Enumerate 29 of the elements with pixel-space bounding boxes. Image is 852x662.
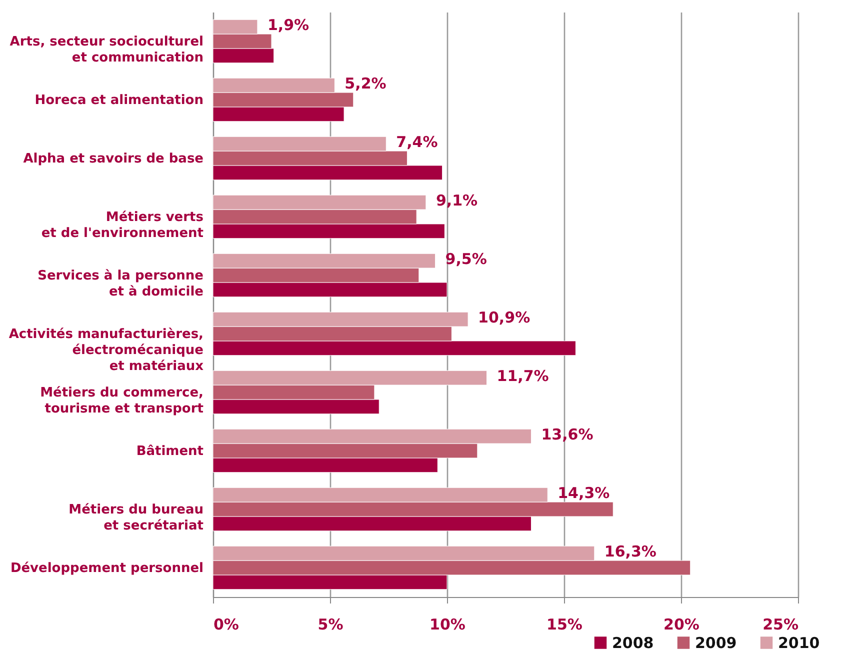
legend-label: 2008 — [612, 634, 654, 652]
x-tick-label: 0% — [214, 616, 239, 634]
x-tick-label: 20% — [664, 616, 700, 634]
data-label: 13,6% — [541, 425, 594, 444]
data-label: 7,4% — [396, 132, 438, 151]
data-label: 11,7% — [496, 366, 549, 385]
x-tick-label: 25% — [762, 616, 798, 634]
y-tick-label: Activités manufacturières, électromécanique et matériaux — [8, 326, 204, 374]
y-tick-label: Métiers du commerce, tourisme et transport — [40, 385, 204, 416]
y-tick-label: Métiers du bureau et secrétariat — [68, 502, 204, 534]
y-tick-label: Services à la personne et à domicile — [38, 268, 204, 300]
y-tick-label: Métiers verts et de l'environnement — [41, 210, 204, 241]
x-tick-label: 10% — [430, 616, 466, 634]
data-label: 16,3% — [604, 542, 656, 560]
legend-label: 2010 — [778, 634, 820, 652]
y-tick-label: Bâtiment — [136, 444, 204, 459]
data-label: 1,9% — [267, 16, 310, 34]
y-tick-label: Horeca et alimentation — [34, 92, 204, 108]
data-label: 9,1% — [436, 191, 478, 210]
y-tick-label: Développement personnel — [10, 560, 204, 576]
y-tick-label: Arts, secteur socioculturel et communication — [10, 34, 204, 66]
data-label: 5,2% — [344, 74, 386, 92]
x-tick-label: 5% — [318, 616, 344, 634]
data-label: 9,5% — [445, 250, 487, 268]
legend-label: 2009 — [695, 634, 737, 652]
data-label: 14,3% — [558, 484, 610, 502]
x-tick-label: 15% — [546, 616, 582, 634]
y-tick-label: Alpha et savoirs de base — [23, 151, 204, 166]
data-label: 10,9% — [478, 308, 530, 326]
